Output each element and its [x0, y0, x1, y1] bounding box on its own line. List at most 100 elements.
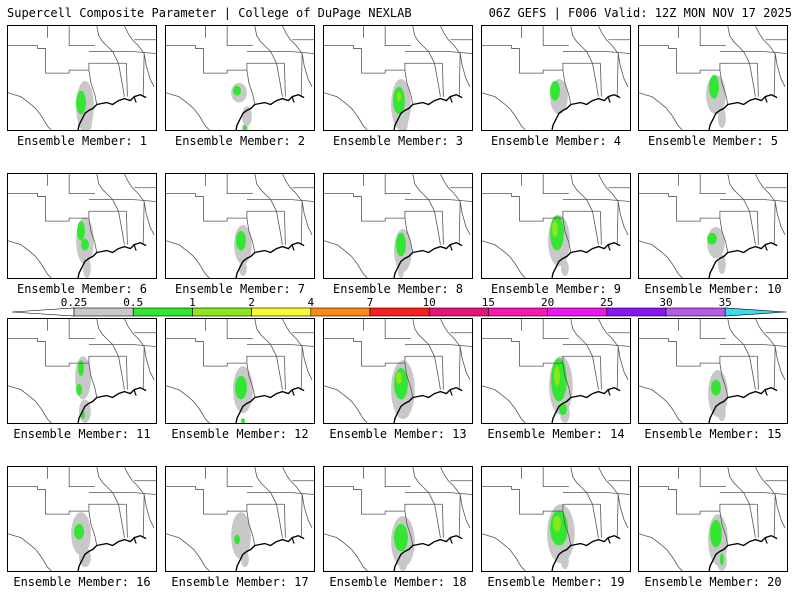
shade-contour [711, 379, 721, 396]
ensemble-map-5 [638, 25, 788, 131]
ensemble-map-13 [323, 318, 473, 424]
member-label: Ensemble Member: 8 [332, 282, 464, 296]
ensemble-map-10 [638, 173, 788, 279]
header-title: Supercell Composite Parameter | College … [7, 6, 412, 20]
shade-contour [709, 75, 719, 99]
shade-contour [240, 551, 249, 568]
colorbar-tick-label: 35 [719, 296, 732, 309]
colorbar-segment [369, 307, 430, 317]
shade-contour [231, 512, 251, 560]
shade-contour [242, 125, 247, 130]
shade-contour [707, 232, 717, 245]
shade-contour [717, 405, 726, 422]
map-svg [324, 319, 472, 423]
map-svg [482, 26, 630, 130]
member-label: Ensemble Member: 19 [487, 575, 625, 589]
shade-contour [554, 366, 560, 386]
colorbar-tick-label: 25 [600, 296, 613, 309]
shade-contour [397, 91, 401, 102]
map-svg [166, 319, 314, 423]
member-label: Ensemble Member: 9 [490, 282, 622, 296]
shade-contour [78, 360, 84, 376]
ensemble-map-14 [481, 318, 631, 424]
shade-contour [558, 403, 567, 416]
member-label: Ensemble Member: 10 [644, 282, 782, 296]
member-label: Ensemble Member: 5 [647, 134, 779, 148]
ensemble-map-4 [481, 25, 631, 131]
ensemble-map-1 [7, 25, 157, 131]
map-svg [8, 26, 156, 130]
shade-contour [234, 534, 240, 545]
colorbar-tick-label: 4 [307, 296, 314, 309]
member-label: Ensemble Member: 2 [174, 134, 306, 148]
shade-contour [710, 519, 722, 548]
colorbar-tick-label: 15 [482, 296, 495, 309]
colorbar-segment [724, 307, 787, 317]
colorbar-segment [192, 307, 252, 317]
colorbar-svg: 0.25 0.5 1 2 4 7 10 15 20 25 30 35 [11, 296, 787, 317]
shade-contour [553, 516, 561, 532]
shade-contour [560, 260, 569, 277]
colorbar-segment [251, 307, 312, 317]
shade-contour [235, 375, 247, 400]
map-svg [166, 467, 314, 571]
ensemble-map-2 [165, 25, 315, 131]
ensemble-map-8 [323, 173, 473, 279]
ensemble-map-6 [7, 173, 157, 279]
map-svg [324, 467, 472, 571]
map-svg [8, 319, 156, 423]
ensemble-map-9 [481, 173, 631, 279]
colorbar-tick-label: 0.5 [123, 296, 143, 309]
member-label: Ensemble Member: 16 [13, 575, 151, 589]
map-svg [166, 174, 314, 278]
map-svg [482, 174, 630, 278]
colorbar-segment [73, 307, 134, 317]
shade-contour [77, 221, 85, 241]
shade-contour [396, 232, 406, 257]
shade-contour [74, 523, 84, 540]
colorbar-segment [428, 307, 489, 317]
ensemble-map-19 [481, 466, 631, 572]
shade-contour [394, 523, 408, 552]
map-svg [639, 174, 787, 278]
ensemble-map-15 [638, 318, 788, 424]
colorbar-segment [310, 307, 371, 317]
member-label: Ensemble Member: 11 [13, 427, 151, 441]
shade-contour [719, 553, 724, 566]
map-svg [639, 319, 787, 423]
member-label: Ensemble Member: 13 [329, 427, 467, 441]
colorbar-tick-label: 20 [541, 296, 554, 309]
member-label: Ensemble Member: 4 [490, 134, 622, 148]
ensemble-map-20 [638, 466, 788, 572]
shade-contour [398, 116, 408, 130]
shade-contour [398, 266, 404, 278]
shade-contour [79, 547, 91, 568]
ensemble-map-7 [165, 173, 315, 279]
map-svg [482, 467, 630, 571]
shade-contour [82, 116, 92, 130]
map-svg [166, 26, 314, 130]
ensemble-map-12 [165, 318, 315, 424]
ensemble-map-18 [323, 466, 473, 572]
map-svg [324, 174, 472, 278]
member-label: Ensemble Member: 7 [174, 282, 306, 296]
map-svg [324, 26, 472, 130]
colorbar: 0.25 0.5 1 2 4 7 10 15 20 25 30 35 [0, 296, 800, 320]
member-label: Ensemble Member: 15 [644, 427, 782, 441]
map-svg [8, 467, 156, 571]
shade-contour [76, 90, 86, 115]
shade-contour [233, 85, 241, 96]
shade-contour [81, 238, 89, 251]
member-label: Ensemble Member: 3 [332, 134, 464, 148]
colorbar-tick-label: 7 [367, 296, 374, 309]
colorbar-segment [606, 307, 667, 317]
shade-contour [394, 368, 408, 400]
shade-contour [398, 559, 407, 571]
map-svg [639, 467, 787, 571]
shade-contour [560, 553, 569, 570]
member-label: Ensemble Member: 12 [171, 427, 309, 441]
member-label: Ensemble Member: 6 [16, 282, 148, 296]
colorbar-tick-label: 2 [248, 296, 255, 309]
member-label: Ensemble Member: 18 [329, 575, 467, 589]
colorbar-left-arrow [11, 307, 75, 317]
